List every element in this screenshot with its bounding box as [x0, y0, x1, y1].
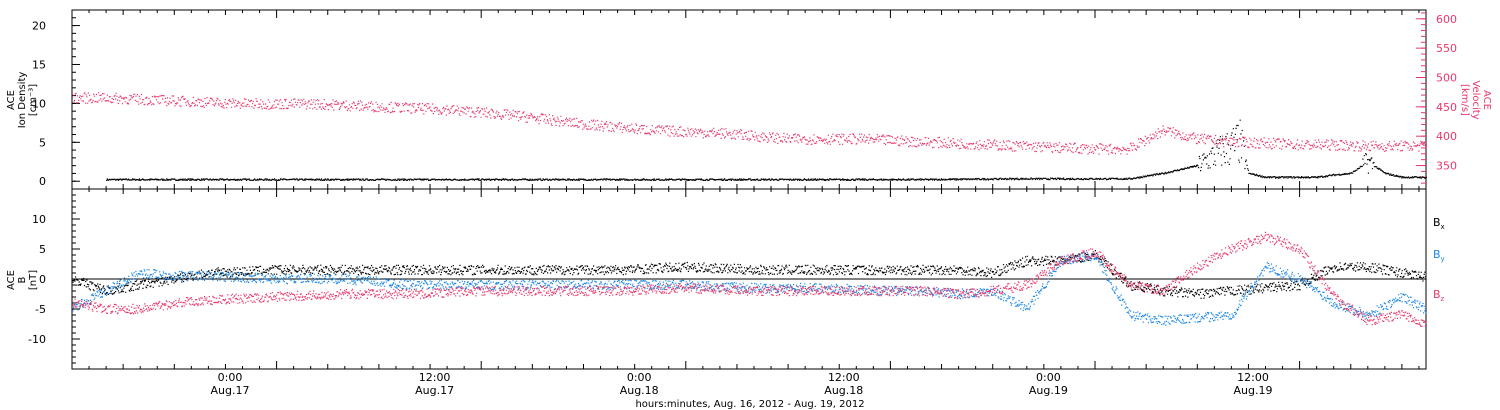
- legend-label-bz: Bz: [1433, 288, 1445, 303]
- points-bx: [72, 250, 1427, 299]
- legend-subscript: x: [1441, 223, 1445, 231]
- date-tick-label: Aug.18: [824, 384, 863, 397]
- date-tick-label: Aug.17: [415, 384, 454, 397]
- velocity-axis-label-line: [km/s]: [1459, 84, 1470, 116]
- time-tick-label: 0:00: [627, 371, 652, 384]
- density-axis-label-line: ACE: [6, 90, 17, 110]
- velocity-tick-label: 400: [1436, 130, 1457, 143]
- velocity-tick-label: 350: [1436, 160, 1457, 173]
- density-axis-label-line: Ion Density: [17, 72, 28, 129]
- density-tick-label: 20: [32, 20, 46, 33]
- series-bz: [72, 231, 1427, 327]
- density-tick-label: 5: [39, 136, 46, 149]
- density-axis-label-line: [cm⁻³]: [28, 84, 39, 116]
- x-axis-label: hours:minutes, Aug. 16, 2012 - Aug. 19, …: [635, 399, 864, 410]
- velocity-axis-label-line: ACE: [1481, 90, 1492, 110]
- points-bz: [72, 231, 1427, 327]
- b-axis-label-line: [nT]: [28, 270, 39, 290]
- velocity-tick-label: 600: [1436, 13, 1457, 26]
- b-tick-label: 5: [39, 243, 46, 256]
- velocity-tick-label: 500: [1436, 71, 1457, 84]
- time-axis: 0:00Aug.1712:00Aug.170:00Aug.1812:00Aug.…: [71, 10, 1420, 397]
- series-bx: [72, 250, 1427, 299]
- density-axis-label: ACEIon Density[cm⁻³]: [6, 72, 39, 129]
- date-tick-label: Aug.18: [620, 384, 659, 397]
- density-series: [106, 119, 1427, 181]
- time-tick-label: 12:00: [419, 371, 451, 384]
- density-tick-label: 15: [32, 58, 46, 71]
- top-panel-frame: [71, 9, 1427, 190]
- density-points: [106, 119, 1427, 181]
- velocity-series: [72, 92, 1427, 155]
- date-tick-label: Aug.17: [211, 384, 250, 397]
- velocity-axis-label: ACEVelocity[km/s]: [1459, 80, 1492, 119]
- time-tick-label: 12:00: [828, 371, 860, 384]
- b-axis-label: ACEB[nT]: [6, 270, 39, 290]
- b-axis-label-line: ACE: [6, 270, 17, 290]
- density-tick-label: 10: [32, 97, 46, 110]
- velocity-points: [72, 92, 1427, 155]
- density-tick-label: 0: [39, 175, 46, 188]
- date-tick-label: Aug.19: [1234, 384, 1273, 397]
- time-tick-label: 0:00: [218, 371, 243, 384]
- b-tick-label: 10: [32, 213, 46, 226]
- legend-label-bx: Bx: [1433, 216, 1445, 231]
- velocity-tick-label: 550: [1436, 42, 1457, 55]
- time-tick-label: 12:00: [1237, 371, 1269, 384]
- b-tick-label: -5: [35, 303, 46, 316]
- time-tick-label: 0:00: [1036, 371, 1061, 384]
- legend-subscript: y: [1441, 255, 1445, 263]
- legend-letter: B: [1433, 248, 1441, 261]
- legend-letter: B: [1433, 288, 1441, 301]
- b-tick-label: -10: [28, 333, 46, 346]
- b-axis-label-line: B: [17, 276, 28, 283]
- velocity-tick-label: 450: [1436, 101, 1457, 114]
- legend-label-by: By: [1433, 248, 1445, 263]
- b-tick-label: 0: [39, 273, 46, 286]
- date-tick-label: Aug.19: [1029, 384, 1068, 397]
- legend-letter: B: [1433, 216, 1441, 229]
- legend-subscript: z: [1441, 295, 1445, 303]
- velocity-axis-label-line: Velocity: [1470, 80, 1481, 119]
